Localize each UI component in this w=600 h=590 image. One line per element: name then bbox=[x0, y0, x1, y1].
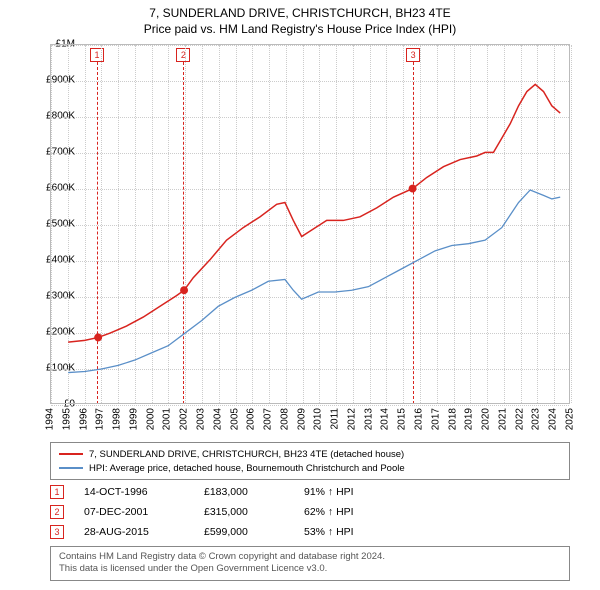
x-tick-label: 2012 bbox=[346, 408, 357, 430]
event-date: 28-AUG-2015 bbox=[84, 526, 184, 538]
footer-attribution: Contains HM Land Registry data © Crown c… bbox=[50, 546, 570, 581]
event-marker-box: 1 bbox=[50, 485, 64, 499]
x-tick-label: 1996 bbox=[78, 408, 89, 430]
legend-swatch bbox=[59, 467, 83, 469]
x-tick-label: 2016 bbox=[414, 408, 425, 430]
title-block: 7, SUNDERLAND DRIVE, CHRISTCHURCH, BH23 … bbox=[0, 0, 600, 36]
x-tick-label: 2015 bbox=[397, 408, 408, 430]
x-tick-label: 2008 bbox=[279, 408, 290, 430]
event-date: 07-DEC-2001 bbox=[84, 506, 184, 518]
chart-title: 7, SUNDERLAND DRIVE, CHRISTCHURCH, BH23 … bbox=[0, 6, 600, 20]
legend-box: 7, SUNDERLAND DRIVE, CHRISTCHURCH, BH23 … bbox=[50, 442, 570, 480]
x-tick-label: 1998 bbox=[112, 408, 123, 430]
x-tick-label: 2004 bbox=[212, 408, 223, 430]
legend-label: 7, SUNDERLAND DRIVE, CHRISTCHURCH, BH23 … bbox=[89, 449, 404, 460]
event-date: 14-OCT-1996 bbox=[84, 486, 184, 498]
gridline-v bbox=[571, 45, 572, 403]
x-tick-label: 2005 bbox=[229, 408, 240, 430]
x-tick-label: 2025 bbox=[565, 408, 576, 430]
event-price: £315,000 bbox=[204, 506, 284, 518]
event-pct: 53% ↑ HPI bbox=[304, 526, 404, 538]
event-marker-box: 3 bbox=[50, 525, 64, 539]
x-tick-label: 2001 bbox=[162, 408, 173, 430]
x-tick-label: 1999 bbox=[128, 408, 139, 430]
event-price: £183,000 bbox=[204, 486, 284, 498]
event-pct: 62% ↑ HPI bbox=[304, 506, 404, 518]
x-tick-label: 2009 bbox=[296, 408, 307, 430]
x-tick-label: 2002 bbox=[179, 408, 190, 430]
x-tick-label: 2022 bbox=[514, 408, 525, 430]
x-tick-label: 2000 bbox=[145, 408, 156, 430]
legend-row: 7, SUNDERLAND DRIVE, CHRISTCHURCH, BH23 … bbox=[59, 447, 561, 461]
marker-dot-2 bbox=[180, 286, 188, 294]
chart-svg bbox=[51, 45, 569, 403]
legend-row: HPI: Average price, detached house, Bour… bbox=[59, 461, 561, 475]
x-tick-label: 2006 bbox=[246, 408, 257, 430]
chart-plot-area bbox=[50, 44, 570, 404]
x-tick-label: 2011 bbox=[330, 408, 341, 430]
x-tick-label: 2014 bbox=[380, 408, 391, 430]
x-tick-label: 2007 bbox=[263, 408, 274, 430]
footer-line-2: This data is licensed under the Open Gov… bbox=[59, 563, 561, 575]
x-tick-label: 1997 bbox=[95, 408, 106, 430]
legend-label: HPI: Average price, detached house, Bour… bbox=[89, 463, 405, 474]
x-tick-label: 2003 bbox=[195, 408, 206, 430]
x-tick-label: 2018 bbox=[447, 408, 458, 430]
x-tick-label: 1994 bbox=[45, 408, 56, 430]
x-tick-label: 2010 bbox=[313, 408, 324, 430]
event-row: 2 07-DEC-2001 £315,000 62% ↑ HPI bbox=[50, 502, 570, 522]
event-row: 3 28-AUG-2015 £599,000 53% ↑ HPI bbox=[50, 522, 570, 542]
event-price: £599,000 bbox=[204, 526, 284, 538]
x-tick-label: 2020 bbox=[481, 408, 492, 430]
events-table: 1 14-OCT-1996 £183,000 91% ↑ HPI 2 07-DEC-200… bbox=[50, 482, 570, 542]
x-tick-label: 2013 bbox=[363, 408, 374, 430]
series-price_paid bbox=[68, 84, 560, 342]
event-row: 1 14-OCT-1996 £183,000 91% ↑ HPI bbox=[50, 482, 570, 502]
x-tick-label: 2023 bbox=[531, 408, 542, 430]
marker-dot-3 bbox=[409, 185, 417, 193]
marker-dot-1 bbox=[94, 334, 102, 342]
event-marker-box: 2 bbox=[50, 505, 64, 519]
x-tick-label: 2017 bbox=[430, 408, 441, 430]
footer-line-1: Contains HM Land Registry data © Crown c… bbox=[59, 551, 561, 563]
x-tick-label: 2021 bbox=[497, 408, 508, 430]
gridline-h bbox=[51, 405, 569, 406]
event-pct: 91% ↑ HPI bbox=[304, 486, 404, 498]
x-tick-label: 2024 bbox=[548, 408, 559, 430]
x-tick-label: 2019 bbox=[464, 408, 475, 430]
legend-swatch bbox=[59, 453, 83, 455]
chart-subtitle: Price paid vs. HM Land Registry's House … bbox=[0, 22, 600, 36]
x-tick-label: 1995 bbox=[61, 408, 72, 430]
series-hpi bbox=[68, 190, 560, 373]
